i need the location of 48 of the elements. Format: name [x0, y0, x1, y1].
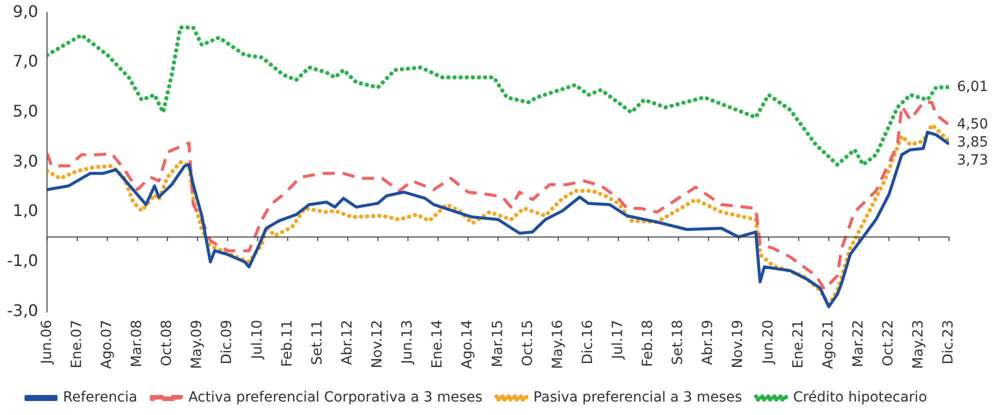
x-tick-label: Ago.21 [820, 320, 836, 369]
y-tick-label: 3,0 [12, 151, 38, 170]
x-tick-label: Ene.14 [430, 320, 446, 368]
x-tick-label: Ago.07 [98, 320, 115, 369]
x-tick-label: Oct.22 [880, 320, 897, 366]
x-tick-label: May.16 [550, 320, 566, 370]
annotation: 4,50 [957, 116, 988, 132]
x-tick-label: Feb.11 [279, 320, 296, 367]
x-tick-label: Jul.17 [610, 320, 626, 360]
annotation: 3,73 [957, 152, 988, 168]
x-tick-label: Ene.07 [68, 320, 85, 368]
annotation: 6,01 [957, 78, 988, 95]
x-tick-label: May.09 [189, 320, 206, 370]
x-tick-label: Dic.16 [580, 320, 596, 364]
x-tick-label: May.23 [910, 320, 927, 370]
legend-label: Pasiva preferencial a 3 meses [533, 390, 742, 406]
x-tick-label: Abr.19 [700, 320, 716, 365]
x-tick-label: Jul.10 [249, 320, 266, 360]
x-tick-label: Nov.12 [370, 320, 386, 368]
legend-label: Activa preferencial Corporativa a 3 meses [188, 390, 482, 406]
x-tick-label: Jun.20 [760, 320, 776, 365]
x-tick-label: Nov.19 [730, 320, 746, 368]
x-tick-label: Feb.18 [640, 320, 656, 367]
y-tick-label: -3,0 [7, 300, 38, 320]
line-series [47, 100, 949, 291]
legend-label: Crédito hipotecario [793, 390, 928, 406]
annotation: 3,85 [957, 134, 988, 150]
x-tick-label: Oct.15 [520, 320, 536, 366]
y-tick-label: -1,0 [7, 251, 38, 270]
x-tick-label: Ene.21 [790, 320, 806, 368]
legend-label: Referencia [62, 390, 138, 406]
x-tick-label: Set.18 [670, 320, 686, 366]
x-tick-label: Ago.14 [460, 320, 476, 369]
y-tick-label: 5,0 [12, 101, 38, 120]
y-tick-label: 7,0 [12, 52, 38, 71]
line-series [47, 26, 949, 167]
x-tick-label: Abr.12 [339, 320, 356, 365]
x-tick-label: Mar.15 [490, 320, 506, 368]
x-tick-label: Dic.09 [219, 320, 236, 364]
x-tick-label: Jun.13 [400, 320, 416, 365]
y-tick-label: 9,0 [12, 2, 38, 21]
x-tick-label: Oct.08 [159, 320, 176, 366]
x-tick-label: Set.11 [309, 320, 326, 366]
y-tick-label: 1,0 [12, 201, 38, 220]
x-tick-label: Dic.23 [940, 320, 957, 364]
x-tick-label: Jun.06 [38, 320, 55, 365]
x-tick-label: Mar.22 [850, 320, 866, 368]
x-tick-label: Mar.08 [129, 320, 146, 368]
